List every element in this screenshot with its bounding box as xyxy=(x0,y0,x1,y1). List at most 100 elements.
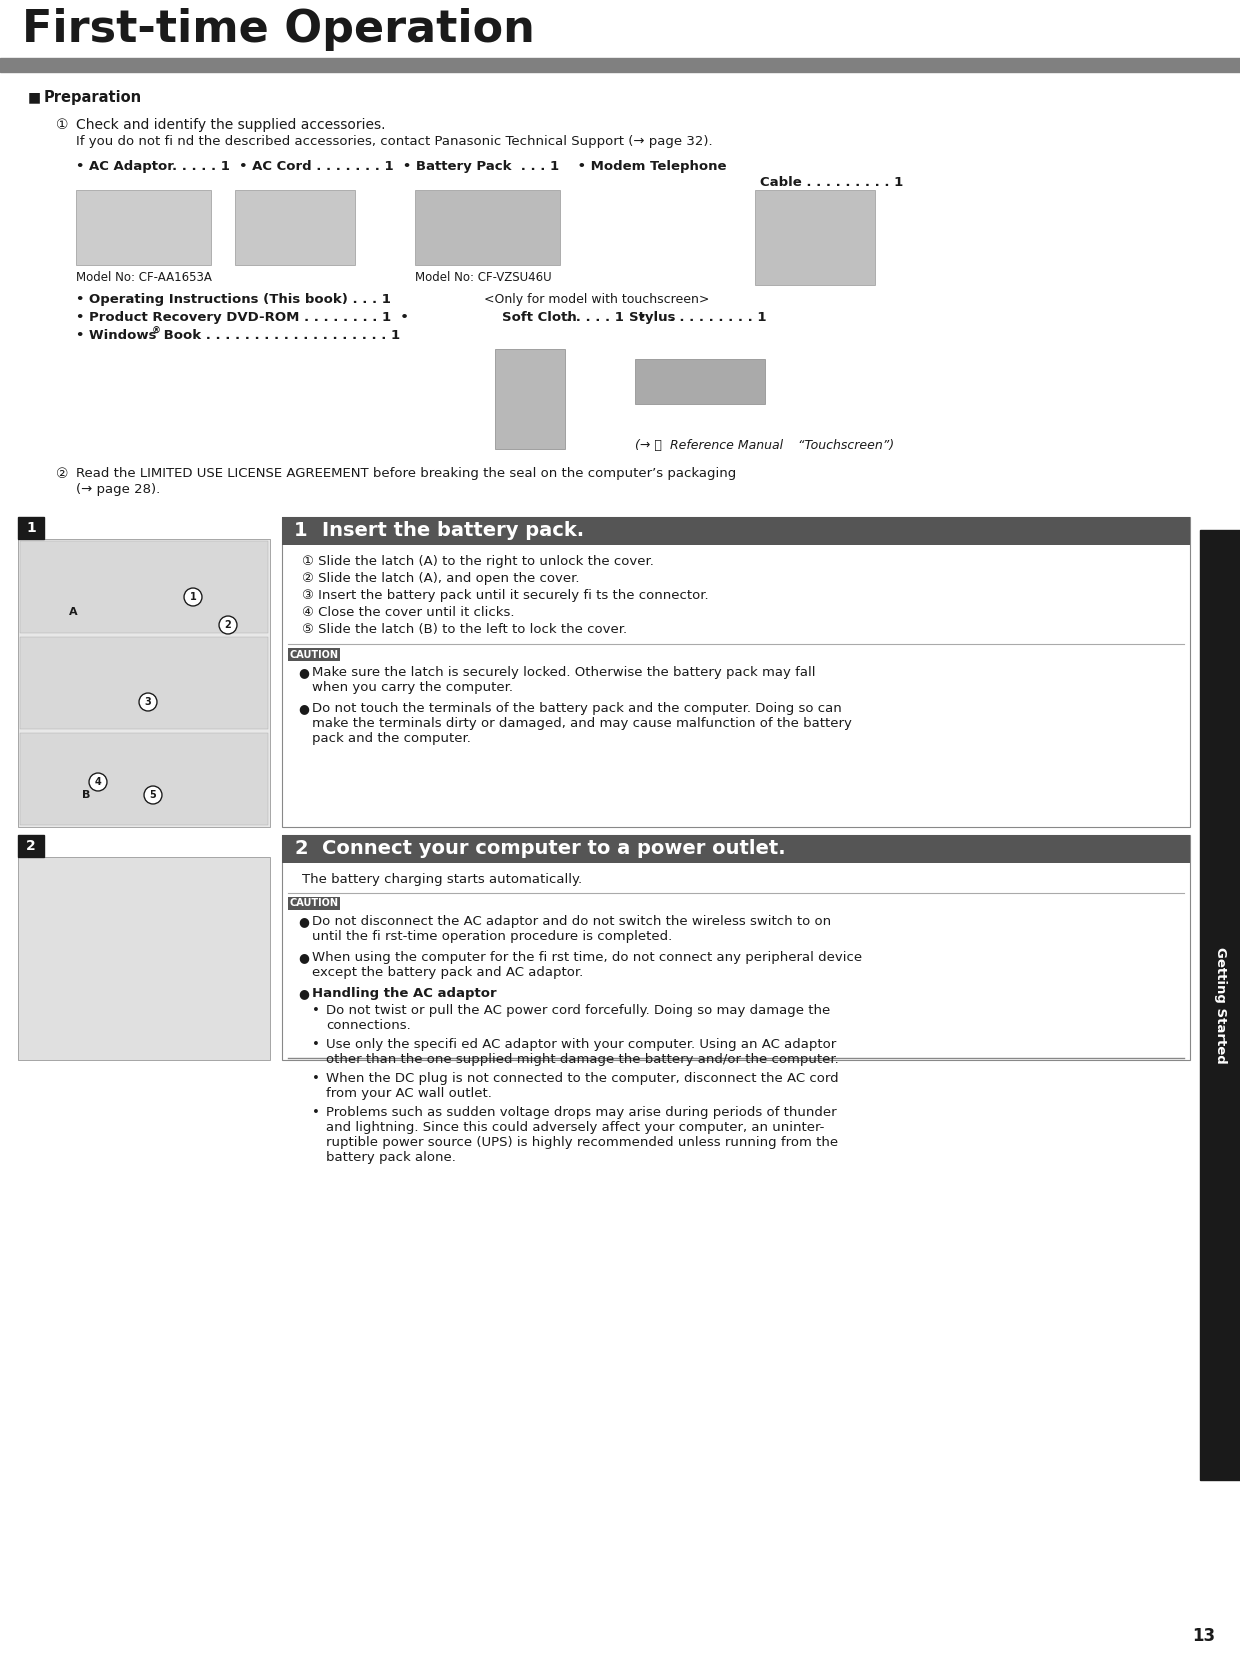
Text: Stylus: Stylus xyxy=(629,310,676,324)
Bar xyxy=(236,191,355,265)
Text: make the terminals dirty or damaged, and may cause malfunction of the battery: make the terminals dirty or damaged, and… xyxy=(312,717,852,730)
Bar xyxy=(20,637,268,728)
Text: until the fi rst-time operation procedure is completed.: until the fi rst-time operation procedur… xyxy=(312,931,672,942)
Circle shape xyxy=(184,587,202,606)
Text: 13: 13 xyxy=(1192,1627,1215,1646)
Text: connections.: connections. xyxy=(326,1019,410,1032)
Text: If you do not fi nd the described accessories, contact Panasonic Technical Suppo: If you do not fi nd the described access… xyxy=(76,134,713,148)
Text: ③ Insert the battery pack until it securely fi ts the connector.: ③ Insert the battery pack until it secur… xyxy=(303,589,708,602)
Text: ●: ● xyxy=(298,665,309,679)
Bar xyxy=(635,358,765,405)
Text: •: • xyxy=(312,1107,320,1120)
Text: (→ ⎘: (→ ⎘ xyxy=(635,440,666,451)
Text: <Only for model with touchscreen>: <Only for model with touchscreen> xyxy=(476,294,709,305)
Text: Book . . . . . . . . . . . . . . . . . . . 1: Book . . . . . . . . . . . . . . . . . .… xyxy=(159,328,401,342)
Text: Reference Manual: Reference Manual xyxy=(670,440,784,451)
Text: Make sure the latch is securely locked. Otherwise the battery pack may fall: Make sure the latch is securely locked. … xyxy=(312,665,816,679)
Text: battery pack alone.: battery pack alone. xyxy=(326,1151,456,1165)
Bar xyxy=(1200,529,1240,1480)
Bar xyxy=(495,348,565,450)
Circle shape xyxy=(219,615,237,634)
Bar xyxy=(281,834,1190,863)
Text: Model No: CF-AA1653A: Model No: CF-AA1653A xyxy=(76,270,212,284)
Bar xyxy=(20,733,268,825)
Text: 4: 4 xyxy=(94,776,102,786)
Text: 5: 5 xyxy=(150,790,156,800)
Text: ●: ● xyxy=(298,951,309,964)
Text: Do not twist or pull the AC power cord forcefully. Doing so may damage the: Do not twist or pull the AC power cord f… xyxy=(326,1004,831,1017)
Text: ●: ● xyxy=(298,702,309,715)
Text: 3: 3 xyxy=(145,697,151,707)
Text: . . . . . . . . . 1: . . . . . . . . . 1 xyxy=(665,310,766,324)
Text: Check and identify the supplied accessories.: Check and identify the supplied accessor… xyxy=(76,118,386,133)
Bar xyxy=(76,191,211,265)
Text: Use only the specifi ed AC adaptor with your computer. Using an AC adaptor: Use only the specifi ed AC adaptor with … xyxy=(326,1039,836,1052)
Text: •: • xyxy=(312,1004,320,1017)
Text: • Windows: • Windows xyxy=(76,328,156,342)
Text: The battery charging starts automatically.: The battery charging starts automaticall… xyxy=(303,873,582,886)
Text: ①: ① xyxy=(56,118,68,133)
Bar xyxy=(19,834,43,858)
Bar xyxy=(755,191,875,285)
Text: (→ page 28).: (→ page 28). xyxy=(76,483,160,496)
Text: 1: 1 xyxy=(26,521,36,534)
Text: ruptible power source (UPS) is highly recommended unless running from the: ruptible power source (UPS) is highly re… xyxy=(326,1136,838,1150)
Text: ●: ● xyxy=(298,916,309,927)
Text: when you carry the computer.: when you carry the computer. xyxy=(312,680,513,693)
Bar xyxy=(281,834,1190,1060)
Text: and lightning. Since this could adversely affect your computer, an uninter-: and lightning. Since this could adversel… xyxy=(326,1121,825,1135)
Bar xyxy=(19,539,270,826)
Text: 1: 1 xyxy=(294,521,308,541)
Text: CAUTION: CAUTION xyxy=(289,899,339,909)
Text: First-time Operation: First-time Operation xyxy=(22,8,534,51)
Text: ②: ② xyxy=(56,466,68,481)
Text: ① Slide the latch (A) to the right to unlock the cover.: ① Slide the latch (A) to the right to un… xyxy=(303,556,653,567)
Text: 2: 2 xyxy=(26,839,36,853)
Text: Cable . . . . . . . . . 1: Cable . . . . . . . . . 1 xyxy=(760,176,903,189)
Text: •: • xyxy=(312,1039,320,1052)
Text: When the DC plug is not connected to the computer, disconnect the AC cord: When the DC plug is not connected to the… xyxy=(326,1072,838,1085)
Text: ④ Close the cover until it clicks.: ④ Close the cover until it clicks. xyxy=(303,606,515,619)
Bar xyxy=(415,191,560,265)
Text: 1: 1 xyxy=(190,592,196,602)
Bar xyxy=(281,518,1190,826)
Text: Problems such as sudden voltage drops may arise during periods of thunder: Problems such as sudden voltage drops ma… xyxy=(326,1107,837,1120)
Text: ■: ■ xyxy=(29,90,41,105)
Text: ®: ® xyxy=(153,327,161,337)
Circle shape xyxy=(139,693,157,712)
Text: ⑤ Slide the latch (B) to the left to lock the cover.: ⑤ Slide the latch (B) to the left to loc… xyxy=(303,624,627,635)
Text: Do not disconnect the AC adaptor and do not switch the wireless switch to on: Do not disconnect the AC adaptor and do … xyxy=(312,916,831,927)
Text: • Operating Instructions (This book) . . . 1: • Operating Instructions (This book) . .… xyxy=(76,294,391,305)
Text: Preparation: Preparation xyxy=(43,90,143,105)
Text: B: B xyxy=(82,790,91,800)
Text: Getting Started: Getting Started xyxy=(1214,947,1226,1063)
Text: Model No: CF-VZSU46U: Model No: CF-VZSU46U xyxy=(415,270,552,284)
Bar xyxy=(288,898,340,911)
Bar xyxy=(20,541,268,634)
Bar xyxy=(19,858,270,1060)
Text: Connect your computer to a power outlet.: Connect your computer to a power outlet. xyxy=(322,839,786,858)
Text: •: • xyxy=(312,1072,320,1085)
Text: ② Slide the latch (A), and open the cover.: ② Slide the latch (A), and open the cove… xyxy=(303,572,579,586)
Bar xyxy=(19,518,43,539)
Text: “Touchscreen”): “Touchscreen”) xyxy=(794,440,894,451)
Text: A: A xyxy=(68,607,77,617)
Text: CAUTION: CAUTION xyxy=(289,650,339,660)
Text: Handling the AC adaptor: Handling the AC adaptor xyxy=(312,987,497,1000)
Bar xyxy=(288,649,340,660)
Bar xyxy=(0,58,1240,71)
Text: Read the LIMITED USE LICENSE AGREEMENT before breaking the seal on the computer’: Read the LIMITED USE LICENSE AGREEMENT b… xyxy=(76,466,737,479)
Text: Do not touch the terminals of the battery pack and the computer. Doing so can: Do not touch the terminals of the batter… xyxy=(312,702,842,715)
Text: 2: 2 xyxy=(294,839,308,858)
Text: except the battery pack and AC adaptor.: except the battery pack and AC adaptor. xyxy=(312,966,583,979)
Text: • AC Adaptor. . . . . 1  • AC Cord . . . . . . . 1  • Battery Pack  . . . 1    •: • AC Adaptor. . . . . 1 • AC Cord . . . … xyxy=(76,159,727,173)
Text: ●: ● xyxy=(298,987,309,1000)
Circle shape xyxy=(89,773,107,791)
Text: pack and the computer.: pack and the computer. xyxy=(312,732,471,745)
Text: • Product Recovery DVD-ROM . . . . . . . . 1  •: • Product Recovery DVD-ROM . . . . . . .… xyxy=(76,310,413,324)
Text: . . . . . 1   •: . . . . . 1 • xyxy=(565,310,651,324)
Text: Insert the battery pack.: Insert the battery pack. xyxy=(322,521,584,541)
Text: When using the computer for the fi rst time, do not connect any peripheral devic: When using the computer for the fi rst t… xyxy=(312,951,862,964)
Text: Soft Cloth: Soft Cloth xyxy=(502,310,577,324)
Circle shape xyxy=(144,786,162,805)
